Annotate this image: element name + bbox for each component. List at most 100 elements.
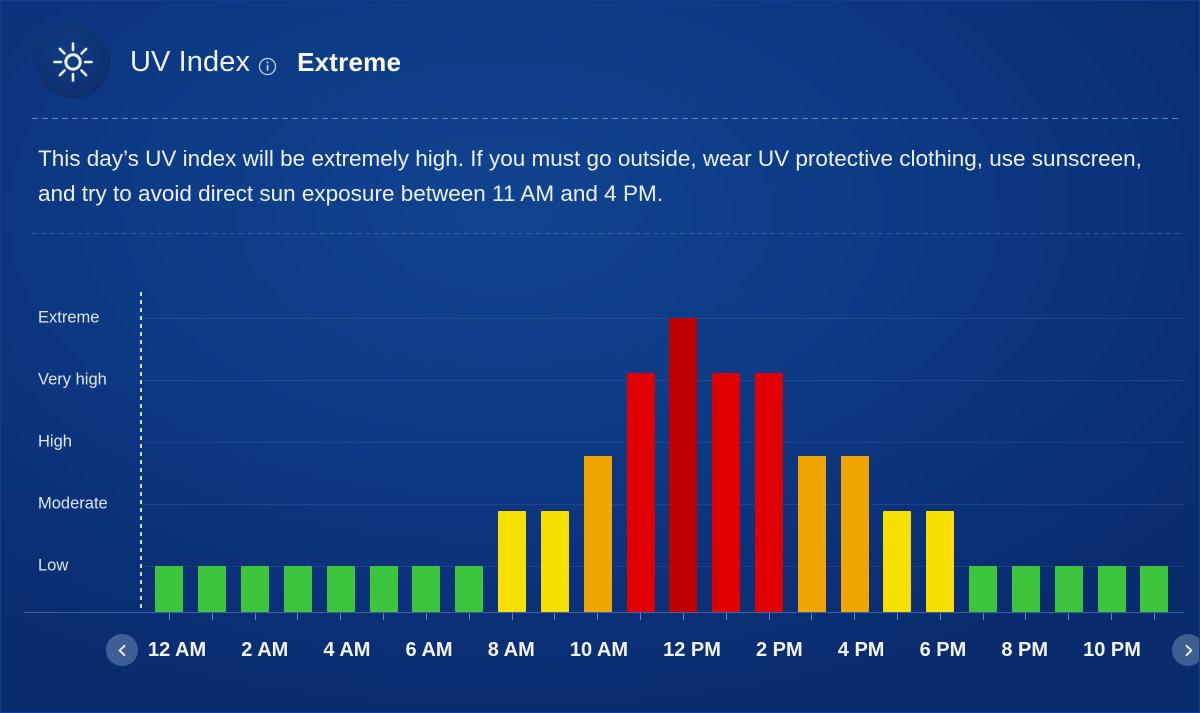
bar-slot[interactable] [1047,292,1090,612]
bar[interactable] [241,566,270,612]
bar[interactable] [1140,566,1169,612]
y-axis-line [140,292,142,612]
bar-slot[interactable] [191,292,234,612]
x-axis-label: 10 PM [1083,638,1141,661]
axis-tick [640,613,642,620]
bar-slot[interactable] [833,292,876,612]
bar[interactable] [498,510,527,612]
gridline [142,442,1184,443]
tick-slot [576,613,619,620]
x-label-slot: . [803,639,838,662]
bar[interactable] [712,373,741,612]
bar-slot[interactable] [1133,292,1176,612]
bar[interactable] [840,455,869,612]
bar[interactable] [369,566,398,612]
bar-series [148,292,1176,612]
bar[interactable] [455,566,484,612]
tick-slot [491,613,534,620]
bar-slot[interactable] [1005,292,1048,612]
x-axis-label: 12 AM [148,638,207,661]
bar[interactable] [283,566,312,612]
bar[interactable] [326,566,355,612]
bar-slot[interactable] [1090,292,1133,612]
bar[interactable] [198,566,227,612]
bar[interactable] [669,318,698,612]
bar-slot[interactable] [319,292,362,612]
tick-slot [962,613,1005,620]
description-text: This day’s UV index will be extremely hi… [38,146,1142,206]
chevron-left-icon[interactable] [106,634,138,666]
status-badge: Extreme [297,46,402,77]
axis-tick [554,613,556,620]
axis-tick [425,613,427,620]
tick-slot [448,613,491,620]
tick-slot [1047,613,1090,620]
tick-slot [1133,613,1176,620]
bar[interactable] [883,510,912,612]
info-icon[interactable] [258,57,277,76]
bar[interactable] [155,566,184,612]
y-axis-label: Extreme [38,308,100,327]
bar-slot[interactable] [876,292,919,612]
bar[interactable] [583,455,612,612]
bar-slot[interactable] [148,292,191,612]
y-axis-label: Moderate [38,494,108,513]
bar-slot[interactable] [748,292,791,612]
bar-slot[interactable] [790,292,833,612]
bar-slot[interactable] [576,292,619,612]
x-label-slot: 8 PM [1001,639,1048,662]
axis-tick [1025,613,1027,620]
bar-slot[interactable] [619,292,662,612]
page-title: UV Index [130,45,251,78]
tick-slot [748,613,791,620]
tick-slot [1005,613,1048,620]
x-axis-label: 2 AM [241,638,289,661]
tick-slot [319,613,362,620]
bar-slot[interactable] [276,292,319,612]
chevron-right-icon[interactable] [1172,634,1200,666]
bar[interactable] [1054,566,1083,612]
bar[interactable] [626,373,655,612]
y-axis-labels: Extreme Very high High Moderate Low [24,292,136,612]
axis-tick [682,613,684,620]
tick-slot [405,613,448,620]
bar-slot[interactable] [448,292,491,612]
x-axis-label: 6 AM [405,638,453,661]
bar-slot[interactable] [234,292,277,612]
gridline [142,318,1184,319]
bar-slot[interactable] [362,292,405,612]
x-axis-line [24,612,1184,613]
bar[interactable] [926,510,955,612]
tick-slot [705,613,748,620]
bar[interactable] [540,510,569,612]
bar-slot[interactable] [491,292,534,612]
bar[interactable] [1097,566,1126,612]
bar[interactable] [969,566,998,612]
x-axis-ticks [148,613,1176,620]
gridline [142,504,1184,505]
bar[interactable] [755,373,783,612]
bar-slot[interactable] [533,292,576,612]
tick-slot [790,613,833,620]
axis-tick [1111,613,1113,620]
axis-tick [939,613,941,620]
bar-slot[interactable] [919,292,962,612]
bar[interactable] [1011,566,1040,612]
axis-tick [1153,613,1155,620]
x-label-slot: . [288,639,323,662]
bar-slot[interactable] [962,292,1005,612]
x-label-slot: 12 AM [148,639,206,662]
x-label-slot: 4 AM [323,639,370,662]
axis-tick [254,613,256,620]
header-divider [32,118,1182,119]
bar[interactable] [797,455,826,612]
bar-slot[interactable] [662,292,705,612]
axis-tick [168,613,170,620]
axis-tick [597,613,599,620]
bar[interactable] [412,566,441,612]
tick-slot [662,613,705,620]
tick-slot [919,613,962,620]
bar-slot[interactable] [405,292,448,612]
bar-slot[interactable] [705,292,748,612]
x-label-slot: 6 AM [406,639,453,662]
